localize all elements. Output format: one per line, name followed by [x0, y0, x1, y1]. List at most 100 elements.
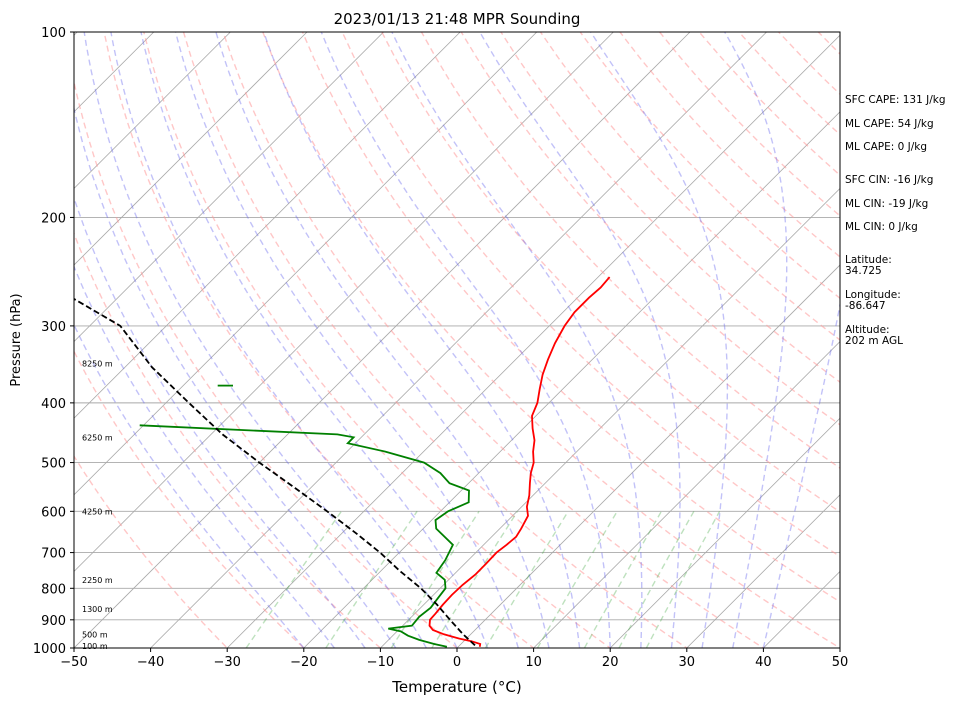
sounding-param-0: SFC CAPE: 131 J/kg [845, 94, 946, 106]
moist-adiabat [391, 32, 643, 648]
mixing-ratio-line [245, 510, 342, 648]
dry-adiabat [182, 32, 689, 648]
moist-adiabat [140, 32, 489, 648]
x-axis-ticks: −50 −40 −30 −20 −10 0 10 20 30 40 50 [60, 648, 848, 670]
chart-title: 2023/01/13 21:48 MPR Sounding [334, 10, 581, 28]
isotherm [609, 417, 840, 648]
series-line-3 [74, 297, 476, 646]
isotherm [533, 341, 840, 648]
isotherm [380, 187, 840, 648]
isotherm [74, 32, 614, 572]
moist-adiabat [174, 32, 519, 648]
height-label: 1300 m [82, 605, 113, 614]
mixing-ratio-line [484, 510, 569, 648]
sounding-param-4: ML CIN: -19 J/kg [845, 198, 929, 210]
x-tick-label: 0 [453, 655, 461, 670]
height-label: 8250 m [82, 359, 113, 368]
dry-adiabat [381, 32, 840, 513]
dry-adiabat [341, 32, 840, 558]
y-tick-label: 800 [41, 582, 66, 597]
dry-adiabat [74, 454, 229, 648]
x-tick-label: −20 [290, 655, 317, 670]
y-tick-label: 700 [41, 547, 66, 562]
background-lines [0, 32, 840, 648]
moist-adiabat [724, 32, 788, 648]
mixing-ratio-line [645, 510, 721, 648]
height-labels: 100 m 500 m 1300 m 2250 m 4250 m 6250 m 8250 m [82, 359, 113, 651]
y-axis-ticks: 1000 900 800 700 600 500 400 300 200 100 [33, 26, 74, 657]
dry-adiabat [74, 349, 305, 648]
dry-adiabat [301, 32, 840, 603]
dry-adiabat [460, 32, 840, 426]
dry-adiabat [420, 32, 840, 469]
y-tick-label: 100 [41, 26, 66, 41]
moist-adiabat [110, 32, 458, 648]
mixing-ratio-line [618, 510, 695, 648]
plot-frame [73, 31, 841, 649]
moist-adiabat [215, 32, 550, 648]
x-tick-label: 10 [525, 655, 542, 670]
isotherm [226, 34, 840, 648]
sounding-param-5: ML CIN: 0 J/kg [845, 221, 918, 233]
height-label: 100 m [82, 642, 108, 651]
isotherm [686, 494, 840, 648]
mixing-ratio-line [390, 510, 480, 648]
moist-adiabat [320, 32, 611, 648]
sounding-param-8: Altitude: 202 m AGL [845, 324, 903, 347]
moist-adiabat [74, 105, 397, 648]
dry-adiabat [262, 32, 840, 648]
y-tick-label: 600 [41, 505, 66, 520]
sounding-param-6: Latitude: 34.725 [845, 254, 892, 277]
y-axis-label: Pressure (hPa) [9, 293, 24, 386]
isotherm [74, 32, 461, 419]
mixing-ratio-line [536, 510, 618, 648]
y-tick-label: 300 [41, 320, 66, 335]
x-tick-label: 40 [755, 655, 772, 670]
y-tick-label: 500 [41, 457, 66, 472]
isotherm [74, 32, 231, 189]
y-tick-label: 1000 [33, 642, 66, 657]
mixing-ratio-line [583, 510, 663, 648]
isotherm [150, 32, 767, 648]
mixing-ratio-line [431, 510, 519, 648]
isotherm [74, 32, 384, 343]
y-tick-label: 200 [41, 211, 66, 226]
x-tick-label: 50 [832, 655, 849, 670]
dry-adiabat [579, 32, 840, 300]
x-tick-label: −10 [367, 655, 394, 670]
height-label: 6250 m [82, 433, 113, 442]
dry-adiabat [74, 231, 382, 648]
isotherm [456, 264, 840, 648]
height-label: 500 m [82, 630, 108, 639]
y-tick-label: 400 [41, 397, 66, 412]
dry-adiabat [143, 32, 612, 648]
moist-adiabat [762, 301, 840, 648]
isotherm [74, 32, 308, 266]
y-tick-label: 900 [41, 614, 66, 629]
isotherm [74, 32, 538, 496]
x-axis-label: Temperature (°C) [391, 678, 521, 696]
x-tick-label: −40 [137, 655, 164, 670]
moist-adiabat [263, 32, 581, 648]
dry-adiabat [74, 79, 459, 648]
x-tick-label: −50 [60, 655, 87, 670]
x-tick-label: 20 [602, 655, 619, 670]
moist-adiabat [479, 32, 681, 648]
x-tick-label: 30 [679, 655, 696, 670]
series-line-1 [139, 424, 470, 648]
sounding-param-3: SFC CIN: -16 J/kg [845, 174, 934, 186]
moist-adiabat [74, 195, 366, 648]
moist-adiabat [590, 32, 729, 648]
dry-adiabat [103, 32, 535, 648]
series-line-0 [428, 276, 611, 647]
sounding-param-1: ML CAPE: 54 J/kg [845, 118, 934, 130]
sounding-param-2: ML CAPE: 0 J/kg [845, 141, 928, 153]
height-label: 4250 m [82, 507, 113, 516]
isotherm [74, 32, 691, 648]
sounding-param-7: Longitude: -86.647 [845, 289, 901, 312]
dry-adiabat [222, 32, 765, 648]
moist-adiabat [74, 264, 335, 648]
isotherm [0, 32, 1, 648]
x-tick-label: −30 [213, 655, 240, 670]
